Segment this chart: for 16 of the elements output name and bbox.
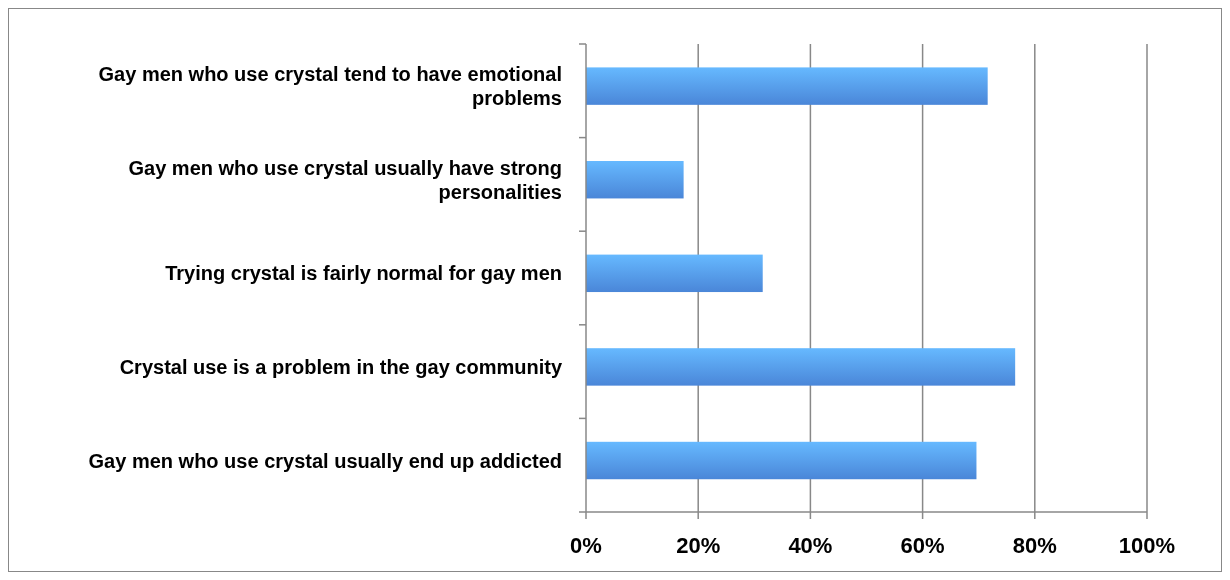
y-tick-label: Trying crystal is fairly normal for gay men [165, 262, 562, 285]
y-tick-label: Crystal use is a problem in the gay community [119, 355, 563, 378]
bar [586, 254, 763, 293]
x-tick-label: 60% [900, 533, 945, 558]
x-tick-label: 0% [570, 533, 602, 558]
y-tick-label: Gay men who use crystal usually have strong personalities [128, 156, 562, 203]
x-tick-label: 80% [1012, 533, 1057, 558]
x-tick-label: 40% [788, 533, 833, 558]
x-tick-label: 20% [676, 533, 721, 558]
y-tick-label: Gay men who use crystal tend to have emotional problems [98, 63, 562, 110]
y-tick-label: Gay men who use crystal usually end up addicted [88, 449, 562, 472]
bar [586, 441, 977, 480]
x-tick-label: 100% [1118, 533, 1176, 558]
bar [586, 161, 684, 199]
bar [586, 67, 988, 105]
bar [586, 348, 1016, 386]
